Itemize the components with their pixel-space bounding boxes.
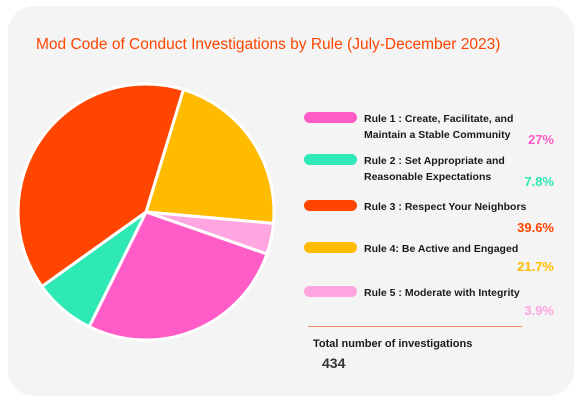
legend-percent: 7.8%: [524, 174, 554, 189]
legend-percent: 3.9%: [524, 303, 554, 318]
pie-chart: [16, 82, 276, 342]
legend-swatch: [304, 286, 357, 297]
total-label: Total number of investigations: [313, 338, 473, 350]
legend-label: Rule 1 : Create, Facilitate, and Maintai…: [364, 113, 514, 141]
pie-slice-rule-4: [144, 88, 276, 225]
legend-percent: 21.7%: [517, 259, 554, 274]
chart-title: Mod Code of Conduct Investigations by Ru…: [36, 36, 501, 53]
legend-percent: 39.6%: [517, 220, 554, 235]
divider: [308, 326, 522, 327]
legend-swatch: [304, 154, 357, 165]
legend-label: Rule 5 : Moderate with Integrity: [364, 287, 520, 299]
pie-slice-rule-3: [16, 82, 185, 288]
legend-label: Rule 3 : Respect Your Neighbors: [364, 201, 527, 213]
pie-slice-rule-1: [87, 210, 269, 342]
legend-swatch: [304, 242, 357, 253]
total-value: 434: [322, 355, 346, 371]
legend-label: Rule 2 : Set Appropriate and Reasonable …: [364, 155, 505, 183]
legend-percent: 27%: [527, 132, 554, 147]
legend-swatch: [304, 112, 357, 123]
legend-swatch: [304, 200, 357, 211]
legend-label: Rule 4: Be Active and Engaged: [364, 243, 519, 255]
